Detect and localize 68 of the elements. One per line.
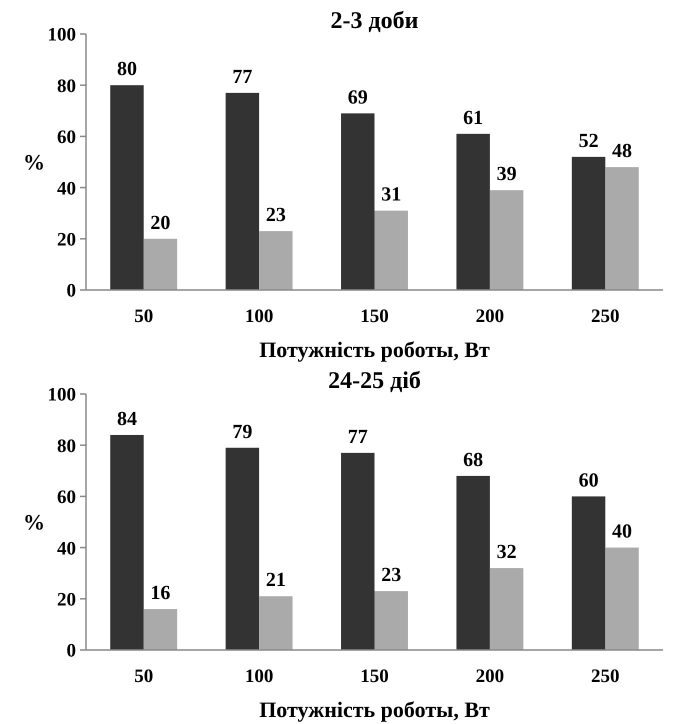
x-tick-label: 200 (476, 306, 504, 327)
x-tick-label: 250 (591, 666, 620, 687)
data-label: 40 (612, 520, 632, 543)
data-label: 79 (232, 420, 252, 443)
data-label: 77 (348, 426, 368, 448)
x-tick-label: 150 (360, 666, 389, 687)
data-label: 77 (232, 66, 252, 88)
data-label: 60 (578, 469, 599, 492)
data-label: 39 (496, 163, 517, 186)
data-label: 23 (266, 204, 286, 226)
y-axis-title: % (23, 510, 45, 535)
bar (259, 231, 293, 290)
data-label: 68 (463, 448, 484, 471)
data-label: 69 (348, 86, 368, 108)
y-tick-label: 0 (66, 640, 76, 662)
bar (605, 548, 639, 650)
y-tick-label: 100 (48, 384, 76, 406)
bar (374, 210, 408, 290)
bar (456, 134, 490, 290)
chart-title: 24-25 діб (328, 368, 421, 394)
bar (605, 167, 639, 290)
y-tick-label: 0 (66, 280, 76, 302)
bar (456, 476, 490, 650)
data-label: 61 (463, 106, 484, 129)
x-tick-label: 250 (591, 306, 620, 327)
bar (490, 568, 524, 650)
data-label: 23 (381, 564, 402, 586)
y-tick-label: 60 (57, 487, 76, 508)
x-tick-label: 200 (476, 666, 504, 687)
y-axis-title: % (23, 150, 45, 175)
chart-title: 2-3 доби (330, 8, 419, 34)
bar (490, 190, 524, 290)
data-label: 84 (116, 408, 137, 430)
bar (144, 609, 178, 650)
bar (144, 238, 178, 290)
y-tick-label: 40 (57, 178, 76, 200)
data-label: 32 (496, 541, 517, 564)
bar (374, 591, 408, 650)
data-label: 20 (150, 212, 170, 234)
x-tick-label: 50 (134, 666, 154, 687)
bar (110, 434, 144, 650)
bar (572, 156, 606, 290)
bar (259, 596, 293, 650)
y-tick-label: 60 (57, 127, 76, 148)
y-tick-label: 80 (57, 76, 76, 97)
y-tick-label: 20 (57, 589, 76, 610)
x-tick-label: 100 (244, 306, 274, 327)
data-label: 52 (578, 130, 599, 152)
bar (341, 452, 374, 650)
data-label: 48 (612, 140, 632, 162)
x-tick-label: 100 (244, 666, 274, 687)
y-tick-label: 40 (57, 538, 76, 560)
y-tick-label: 100 (48, 24, 76, 46)
bar (572, 496, 606, 650)
y-tick-label: 80 (57, 436, 76, 457)
data-label: 80 (116, 58, 137, 80)
x-tick-label: 150 (360, 306, 389, 327)
bar (341, 113, 374, 290)
x-tick-label: 50 (134, 306, 154, 327)
bar (110, 85, 144, 290)
bar (226, 448, 260, 650)
x-axis-title: Потужність роботы, Вт (259, 697, 490, 722)
bar (226, 92, 260, 290)
y-tick-label: 20 (57, 229, 76, 250)
data-label: 21 (266, 569, 286, 592)
data-label: 31 (381, 184, 402, 206)
data-label: 16 (150, 582, 170, 604)
x-axis-title: Потужність роботы, Вт (259, 337, 490, 362)
